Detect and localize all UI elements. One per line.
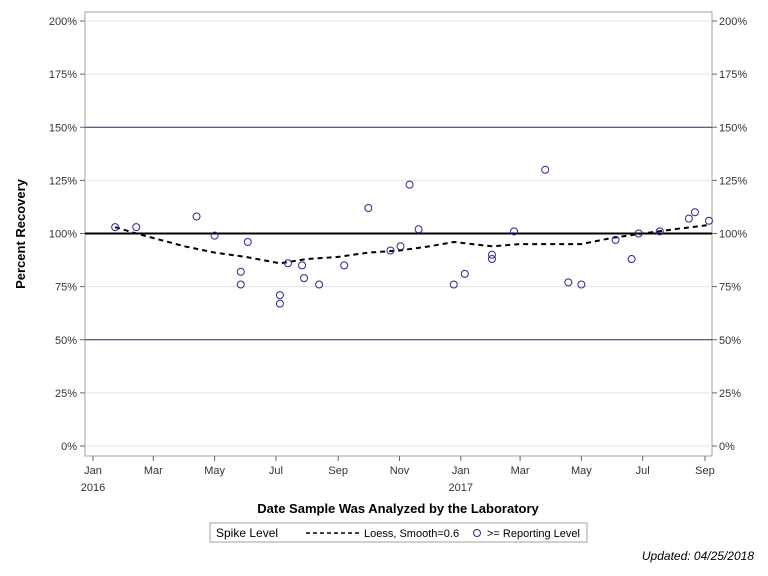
data-point (690, 208, 699, 217)
data-point (132, 223, 141, 232)
data-point (283, 259, 292, 268)
data-point (460, 269, 469, 278)
data-point (627, 255, 636, 263)
y-tick-label-left: 200% (49, 16, 77, 28)
x-tick-label: Sep (328, 465, 348, 477)
y-tick-label-right: 75% (719, 282, 741, 294)
x-tick-label: Jan (452, 465, 470, 477)
loess-curve-layer (114, 224, 710, 265)
x-tick-label: Mar (144, 465, 163, 477)
y-tick-label-right: 0% (719, 441, 735, 453)
y-tick-label-right: 25% (719, 388, 741, 400)
x-axis: Jan 2016 Mar May Jul Sep Nov Jan 2017 Mar May Jul Se… (81, 456, 715, 494)
data-point (210, 231, 219, 240)
data-point (449, 280, 458, 289)
legend-frame (209, 522, 588, 543)
data-point (364, 204, 373, 212)
data-point (655, 227, 664, 236)
y-tick-label-left: 50% (55, 335, 77, 347)
reference-lines (85, 126, 712, 341)
x-tick-label: Sep (695, 465, 715, 477)
data-point (236, 280, 245, 289)
data-point (192, 212, 201, 221)
legend-points-label: >= Reporting Level (487, 528, 580, 540)
y-tick-label-right: 175% (719, 69, 747, 81)
x-tick-label: Jul (636, 465, 650, 477)
legend: Spike Level Loess, Smooth=0.6 >= Reporti… (209, 522, 588, 543)
data-point (577, 280, 586, 289)
y-tick-label-right: 200% (719, 16, 747, 28)
y-tick-label-right: 125% (719, 175, 747, 187)
data-point (275, 291, 284, 300)
data-point (414, 225, 423, 234)
y-tick-label-left: 100% (49, 229, 77, 241)
data-point (405, 180, 414, 189)
updated-note: Updated: 04/25/2018 (641, 549, 754, 563)
data-point (243, 238, 252, 246)
legend-title: Spike Level (216, 526, 278, 540)
data-point (611, 235, 620, 244)
y-tick-label-left: 75% (55, 282, 77, 294)
data-point (300, 274, 309, 283)
x-tick-year-label: 2017 (449, 482, 473, 494)
x-axis-title: Date Sample Was Analyzed by the Laborato… (257, 501, 539, 516)
loess-line (114, 224, 710, 265)
data-point (386, 246, 395, 255)
data-point (315, 280, 324, 289)
x-tick-year-label: 2016 (81, 482, 105, 494)
data-point (487, 250, 496, 259)
x-tick-label: Mar (511, 465, 530, 477)
data-point (340, 261, 349, 270)
y-tick-label-left: 25% (55, 388, 77, 400)
data-point (111, 223, 120, 232)
data-point (704, 216, 713, 225)
y-tick-label-right: 50% (719, 335, 741, 347)
y-axis-right: 0% 25% 50% 75% 100% 125% 150% 175% 200% (712, 16, 747, 453)
y-tick-label-right: 150% (719, 122, 747, 134)
y-tick-label-left: 175% (49, 69, 77, 81)
data-point (275, 299, 284, 308)
data-point (510, 227, 519, 236)
x-tick-label: May (571, 465, 592, 477)
data-point (298, 261, 307, 270)
x-tick-label: May (204, 465, 225, 477)
data-points-layer (111, 165, 713, 308)
data-point (396, 242, 405, 251)
y-axis-left: 0% 25% 50% 75% 100% 125% 150% 175% 200% (49, 16, 85, 453)
data-point (236, 267, 245, 276)
data-point (634, 229, 643, 238)
y-axis-title: Percent Recovery (13, 178, 28, 289)
y-tick-label-left: 125% (49, 175, 77, 187)
data-point (541, 165, 550, 174)
y-tick-label-right: 100% (719, 229, 747, 241)
legend-loess-label: Loess, Smooth=0.6 (364, 528, 459, 540)
data-point (564, 278, 573, 287)
x-tick-label: Nov (390, 465, 410, 477)
data-point (487, 255, 496, 263)
y-tick-label-left: 0% (61, 441, 77, 453)
y-tick-label-left: 150% (49, 122, 77, 134)
data-point (684, 214, 693, 223)
x-tick-label: Jan (84, 465, 102, 477)
x-tick-label: Jul (269, 465, 283, 477)
legend-circle-swatch (473, 529, 481, 537)
